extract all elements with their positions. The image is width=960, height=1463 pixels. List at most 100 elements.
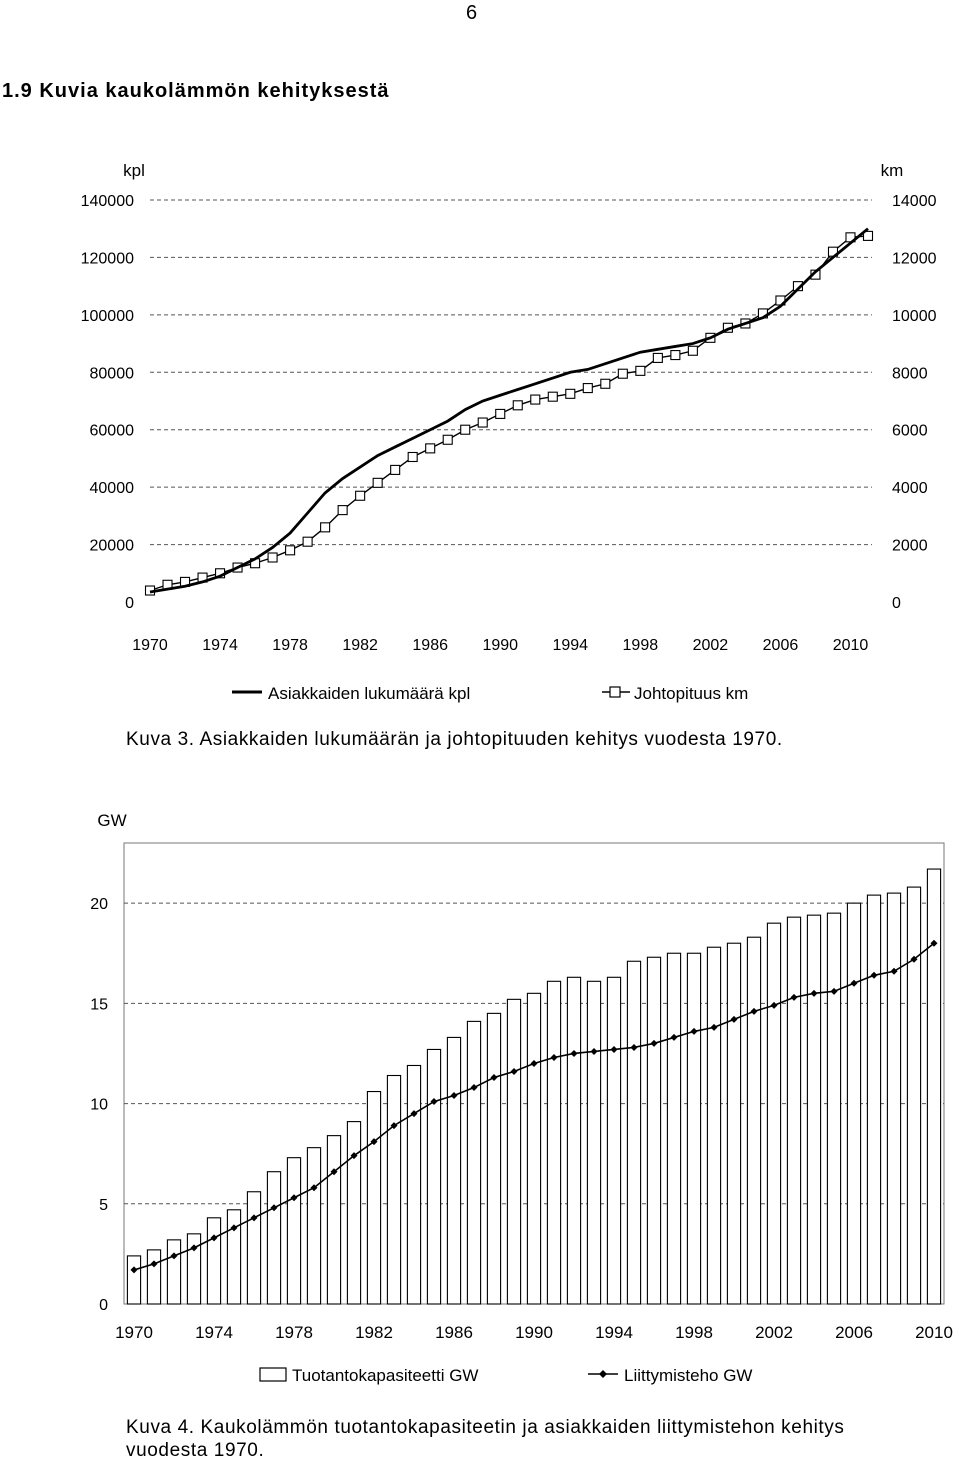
connection-point xyxy=(590,1047,598,1055)
y-ticks: 0 5 10 15 20 xyxy=(90,896,108,1314)
legend-label-customers: Asiakkaiden lukumäärä kpl xyxy=(268,684,470,703)
y-tick-label: 10 xyxy=(90,1097,108,1114)
connection-point xyxy=(690,1027,698,1035)
y-tick-label-left: 140000 xyxy=(81,193,134,210)
connection-point xyxy=(850,979,858,987)
connection-point xyxy=(810,989,818,997)
network-length-marker xyxy=(862,230,874,241)
connection-point xyxy=(870,971,878,979)
capacity-bar xyxy=(366,1090,382,1305)
capacity-bar xyxy=(326,1135,342,1305)
capacity-bar xyxy=(306,1147,322,1305)
y-tick-label-right: 6000 xyxy=(892,423,928,440)
network-length-line xyxy=(149,235,869,592)
connection-point xyxy=(490,1074,498,1082)
x-tick-label: 2010 xyxy=(915,1323,953,1342)
capacity-bar xyxy=(266,1171,282,1305)
section-title: 1.9 Kuvia kaukolämmön kehityksestä xyxy=(2,80,390,102)
y-tick-label-right: 2000 xyxy=(892,538,928,555)
capacity-bar xyxy=(446,1036,462,1305)
legend-marker-network xyxy=(609,686,621,698)
capacity-bars xyxy=(126,868,942,1305)
y-tick-label-right: 8000 xyxy=(892,365,928,382)
figure4-caption-line1: Kuva 4. Kaukolämmön tuotantokapasiteetin… xyxy=(126,1417,845,1438)
connection-point xyxy=(770,1001,778,1009)
connection-point xyxy=(410,1110,418,1118)
network-length-marker xyxy=(390,464,401,475)
x-tick-label: 2002 xyxy=(693,637,729,654)
figure3-caption: Kuva 3. Asiakkaiden lukumäärän ja johtop… xyxy=(126,729,783,750)
y-tick-label-left: 40000 xyxy=(90,480,135,497)
x-ticks: 1970 1974 1978 1982 1986 1990 1994 1998 2002 2006… xyxy=(115,1323,953,1342)
network-length-marker xyxy=(477,417,488,428)
connection-point xyxy=(150,1260,158,1268)
chart1-gridlines xyxy=(150,199,872,546)
connection-point xyxy=(190,1244,198,1252)
customers-network-length-chart: kpl km 020000400006000080000100000120000… xyxy=(81,161,937,703)
x-tick-label: 1974 xyxy=(195,1323,233,1342)
x-tick-label: 1982 xyxy=(355,1323,393,1342)
connection-point xyxy=(790,993,798,1001)
x-tick-label: 2006 xyxy=(763,637,799,654)
y-tick-label-right: 12000 xyxy=(892,250,937,267)
x-tick-label: 2010 xyxy=(833,637,869,654)
x-tick-label: 1994 xyxy=(595,1323,633,1342)
network-length-marker xyxy=(302,536,313,547)
network-length-marker xyxy=(355,490,366,501)
capacity-bar xyxy=(346,1121,362,1305)
capacity-bar xyxy=(806,914,822,1305)
connection-point xyxy=(230,1224,238,1232)
legend-label-network: Johtopituus km xyxy=(634,684,748,703)
x-tick-label: 1990 xyxy=(515,1323,553,1342)
network-length-marker xyxy=(425,443,436,454)
connection-point xyxy=(930,939,938,947)
capacity-bar xyxy=(726,942,742,1305)
x-tick-label: 1970 xyxy=(115,1323,153,1342)
network-length-marker xyxy=(285,545,296,556)
chart1-series xyxy=(144,227,874,596)
y-tick-label-left: 60000 xyxy=(90,423,135,440)
capacity-bar xyxy=(146,1249,162,1305)
capacity-bar xyxy=(486,1012,502,1305)
x-tick-label: 1974 xyxy=(202,637,238,654)
connection-point xyxy=(430,1098,438,1106)
network-length-marker xyxy=(670,350,681,361)
network-length-marker xyxy=(547,391,558,402)
connection-point xyxy=(370,1138,378,1146)
capacity-bar xyxy=(746,936,762,1305)
capacity-bar xyxy=(786,916,802,1305)
y-axis-label-right: km xyxy=(881,161,904,180)
y-axis-label: GW xyxy=(97,811,126,830)
y-axis-label-left: kpl xyxy=(123,161,145,180)
connection-point xyxy=(910,955,918,963)
capacity-bar xyxy=(506,998,522,1305)
capacity-bar xyxy=(246,1191,262,1305)
x-ticks: 1970 1974 1978 1982 1986 1990 1994 1998 2002 2006… xyxy=(132,637,868,654)
connection-point xyxy=(290,1194,298,1202)
y-tick-label-right: 14000 xyxy=(892,193,937,210)
connection-point xyxy=(330,1168,338,1176)
connection-line xyxy=(130,939,938,1274)
x-tick-label: 1986 xyxy=(412,637,448,654)
network-length-marker xyxy=(337,505,348,516)
capacity-bar xyxy=(906,886,922,1305)
connection-point xyxy=(170,1252,178,1260)
network-length-marker xyxy=(372,477,383,488)
network-length-marker xyxy=(600,378,611,389)
network-length-marker xyxy=(512,400,523,411)
capacity-bar xyxy=(566,976,582,1305)
network-length-marker xyxy=(530,394,541,405)
y-tick-label-right: 10000 xyxy=(892,308,937,325)
network-length-marker xyxy=(442,434,453,445)
connection-point xyxy=(250,1214,258,1222)
y-tick-label: 5 xyxy=(99,1197,108,1214)
network-length-marker xyxy=(320,522,331,533)
connection-point xyxy=(750,1007,758,1015)
capacity-bar xyxy=(126,1255,142,1305)
capacity-bar xyxy=(406,1064,422,1305)
page-number: 6 xyxy=(466,2,478,24)
capacity-bar xyxy=(226,1209,242,1305)
x-tick-label: 1970 xyxy=(132,637,168,654)
connection-point xyxy=(550,1053,558,1061)
y-ticks-right: 0 2000 4000 6000 8000 10000 12000 14000 xyxy=(892,193,937,612)
